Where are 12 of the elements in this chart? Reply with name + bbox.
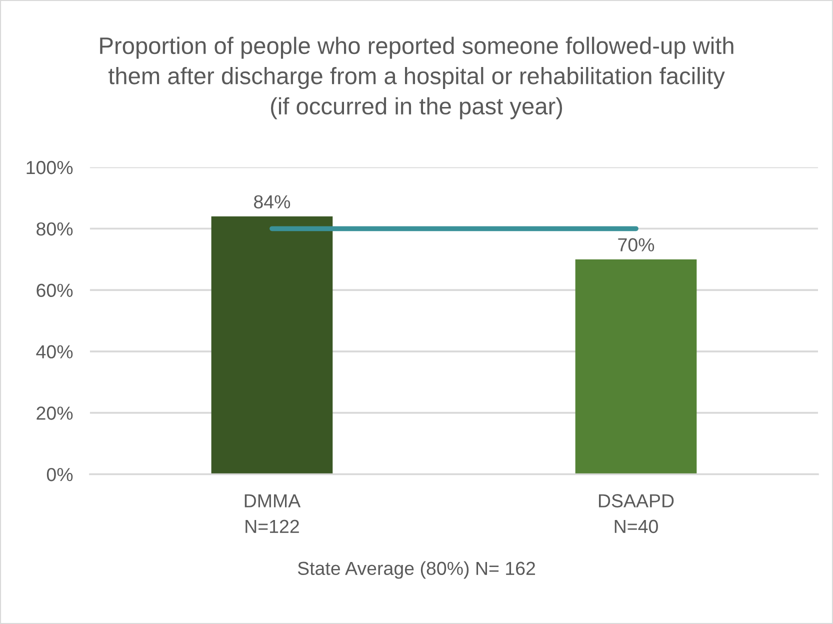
x-axis-title: State Average (80%) N= 162 <box>298 561 536 579</box>
y-tick-label: 0% <box>46 468 73 482</box>
x-tick-label: DSAAPD N=40 <box>598 494 674 534</box>
x-tick-label: DMMA N=122 <box>244 494 301 533</box>
y-tick-label: 60% <box>36 284 73 298</box>
data-label: 84% <box>254 195 290 208</box>
chart-title: Proportion of people who reported someone followed-up with them after discharge from a hospital or rehabilitation facility (if occurred in the past year) <box>100 36 734 120</box>
y-tick-label: 100% <box>26 160 73 174</box>
y-tick-label: 20% <box>36 406 73 420</box>
y-tick-label: 80% <box>36 222 73 236</box>
data-label: 70% <box>618 238 654 252</box>
y-tick-label: 40% <box>36 345 73 358</box>
